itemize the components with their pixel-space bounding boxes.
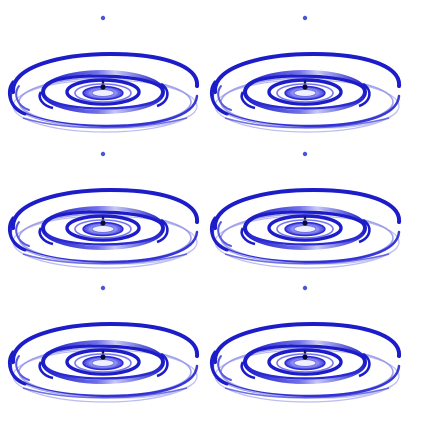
ripple-tile-grid [7, 13, 402, 404]
